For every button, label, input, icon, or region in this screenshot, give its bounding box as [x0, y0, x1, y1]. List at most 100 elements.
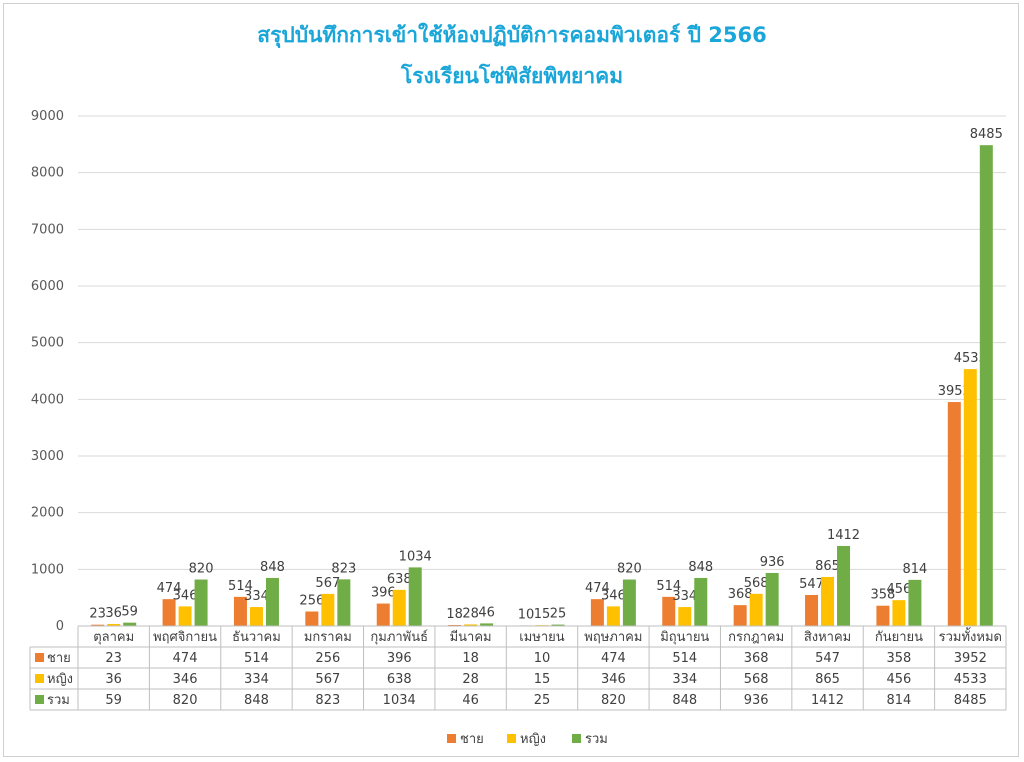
data-label: 25: [550, 607, 567, 622]
data-label: 396: [371, 586, 396, 601]
bar: [979, 145, 993, 626]
bar: [749, 593, 763, 626]
bar: [376, 603, 390, 626]
table-cell: 59: [105, 693, 122, 708]
category-label: รวมทั้งหมด: [939, 627, 1002, 645]
bar: [963, 369, 977, 626]
table-legend-key: [35, 695, 44, 704]
bar: [265, 577, 279, 626]
table-cell: 28: [462, 672, 479, 687]
bar: [947, 402, 961, 626]
bar: [194, 579, 208, 626]
data-label: 568: [744, 576, 769, 591]
data-label: 3952: [938, 384, 971, 399]
data-label: 28: [462, 606, 479, 621]
category-label: กันยายน: [875, 630, 923, 645]
y-tick-label: 5000: [31, 336, 64, 351]
data-label: 1034: [399, 549, 432, 564]
table-cell: 823: [315, 693, 340, 708]
table-cell: 474: [173, 651, 198, 666]
data-label: 256: [299, 593, 324, 608]
data-label: 334: [244, 589, 269, 604]
bar: [551, 624, 565, 626]
table-cell: 1412: [811, 693, 844, 708]
bar: [448, 624, 462, 626]
table-cell: 334: [244, 672, 269, 687]
chart-title: สรุปบันทึกการเข้าใช้ห้องปฏิบัติการคอมพิว…: [257, 23, 767, 47]
table-cell: 865: [815, 672, 840, 687]
table-cell: 820: [601, 693, 626, 708]
table-series-name: รวม: [47, 693, 70, 708]
bar: [805, 595, 819, 626]
data-label: 15: [534, 607, 551, 622]
bar: [480, 623, 494, 626]
data-label: 8485: [970, 127, 1003, 142]
table-cell: 334: [672, 672, 697, 687]
bar: [162, 599, 176, 626]
bar: [178, 606, 192, 626]
data-label: 456: [887, 582, 912, 597]
table-cell: 514: [672, 651, 697, 666]
table-cell: 814: [887, 693, 912, 708]
bar: [233, 596, 247, 626]
table-cell: 1034: [383, 693, 416, 708]
legend-key: [507, 734, 516, 743]
category-label: ตุลาคม: [93, 630, 134, 645]
table-cell: 8485: [954, 693, 987, 708]
category-label: กุมภาพันธ์: [370, 629, 428, 645]
bar: [606, 606, 620, 626]
table-cell: 256: [315, 651, 340, 666]
bar: [123, 622, 137, 626]
data-label: 10: [518, 607, 535, 622]
table-cell: 25: [534, 693, 551, 708]
data-label: 823: [331, 561, 356, 576]
category-label: มิถุนายน: [660, 630, 709, 645]
table-cell: 848: [244, 693, 269, 708]
table-cell: 18: [462, 651, 479, 666]
chart-frame: [3, 3, 1019, 757]
bar: [321, 593, 335, 626]
table-cell: 848: [672, 693, 697, 708]
bar: [678, 607, 692, 626]
table-cell: 15: [534, 672, 551, 687]
data-label: 36: [105, 606, 122, 621]
legend-key: [447, 734, 456, 743]
y-tick-label: 6000: [31, 279, 64, 294]
bar: [590, 599, 604, 626]
bar: [337, 579, 351, 626]
bar: [733, 605, 747, 626]
data-label: 820: [189, 562, 214, 577]
legend-label: ชาย: [460, 732, 484, 747]
bar: [837, 545, 851, 626]
data-label: 514: [228, 579, 253, 594]
table-cell: 567: [315, 672, 340, 687]
table-legend-key: [35, 653, 44, 662]
table-cell: 820: [173, 693, 198, 708]
bar: [876, 605, 890, 626]
table-cell: 568: [744, 672, 769, 687]
data-label: 848: [260, 560, 285, 575]
data-label: 814: [903, 562, 928, 577]
table-cell: 514: [244, 651, 269, 666]
category-label: ธันวาคม: [232, 630, 281, 645]
data-label: 23: [89, 607, 106, 622]
data-label: 1412: [827, 528, 860, 543]
table-cell: 396: [387, 651, 412, 666]
data-label: 474: [157, 581, 182, 596]
legend-label: รวม: [585, 732, 608, 747]
table-cell: 46: [462, 693, 479, 708]
bar: [892, 600, 906, 626]
table-cell: 346: [601, 672, 626, 687]
y-tick-label: 7000: [31, 222, 64, 237]
bar: [821, 576, 835, 626]
category-label: พฤษภาคม: [584, 630, 642, 645]
bar: [464, 624, 478, 626]
data-label: 865: [815, 559, 840, 574]
category-label: มกราคม: [304, 630, 352, 645]
table-cell: 36: [105, 672, 122, 687]
y-tick-label: 0: [56, 619, 64, 634]
bar: [249, 607, 263, 626]
data-label: 638: [387, 572, 412, 587]
table-cell: 4533: [954, 672, 987, 687]
